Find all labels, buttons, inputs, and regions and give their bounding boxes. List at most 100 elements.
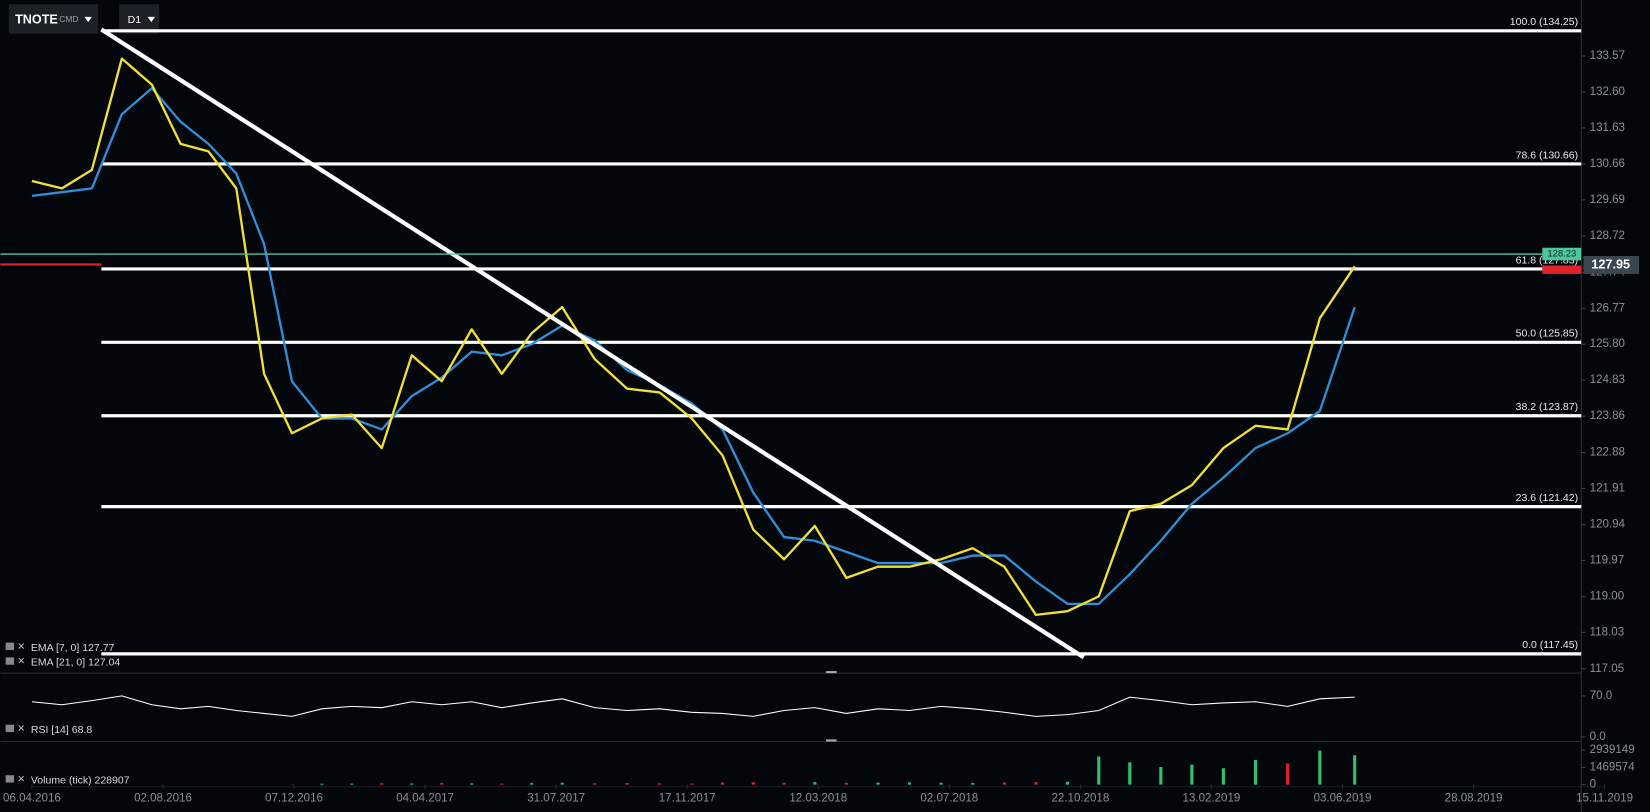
x-tick-label: 17.11.2017 xyxy=(659,792,716,804)
volume-bar xyxy=(876,782,880,785)
y-tick-label: 121.91 xyxy=(1590,483,1625,495)
y-tick-label: 2939149 xyxy=(1590,744,1635,756)
volume-bar xyxy=(500,783,504,785)
price-box xyxy=(1583,256,1640,274)
volume-bar xyxy=(813,782,817,785)
symbol-box[interactable] xyxy=(8,4,99,34)
x-tick-label: 31.07.2017 xyxy=(527,792,585,804)
x-tick-label: 04.04.2017 xyxy=(396,792,454,804)
timeframe[interactable]: D1 xyxy=(128,14,142,26)
volume-bar xyxy=(1002,782,1006,785)
y-tick-label: 70.0 xyxy=(1590,690,1612,702)
price-overlay: 128.23 127.95 xyxy=(0,247,1640,274)
fib-label: 50.0 (125.85) xyxy=(1516,328,1578,340)
ask-label: 128.23 xyxy=(1547,249,1576,260)
legend-close[interactable]: ✕ xyxy=(17,656,25,667)
legend-value: 68.8 xyxy=(72,724,93,736)
fib-label: 78.6 (130.66) xyxy=(1516,149,1578,161)
volume-bar xyxy=(1353,755,1357,785)
legend-icon[interactable] xyxy=(5,657,15,665)
y-tick-label: 133.57 xyxy=(1590,50,1625,62)
y-tick-label: 125.80 xyxy=(1590,338,1625,350)
y-tick-label: 126.77 xyxy=(1590,302,1625,314)
y-tick-label: 130.66 xyxy=(1590,158,1625,170)
y-tick-label: 120.94 xyxy=(1590,518,1626,530)
symbol-selector[interactable]: TNOTE CMD xyxy=(8,4,99,34)
legend-close[interactable]: ✕ xyxy=(17,774,25,785)
volume-bar xyxy=(380,783,384,785)
x-tick-label: 15.11.2019 xyxy=(1576,792,1633,804)
dropdown-arrow[interactable] xyxy=(84,16,92,23)
legend-icon[interactable] xyxy=(5,642,15,651)
fib-label: 0.0 (117.45) xyxy=(1522,639,1578,651)
volume-bar xyxy=(410,783,414,785)
volume-bar xyxy=(1253,759,1258,785)
volume-bar xyxy=(593,783,597,785)
legend-entry: EMA [7, 0] 127.77 xyxy=(31,642,115,654)
y-tick-label: 0 xyxy=(1590,779,1596,791)
y-tick-label: 132.60 xyxy=(1590,86,1625,98)
timeframe-selector[interactable]: D1 xyxy=(119,4,160,34)
y-tick-label: 0.0 xyxy=(1590,731,1606,743)
volume-bar xyxy=(625,783,629,785)
x-tick-label: 07.12.2016 xyxy=(265,792,323,804)
symbol-badge[interactable]: CMD xyxy=(59,14,78,24)
volume-bar xyxy=(320,783,324,785)
legend-entry: EMA [21, 0] 127.04 xyxy=(31,656,120,668)
legend-value: 127.04 xyxy=(88,656,120,668)
legend-name: EMA [21, 0] xyxy=(31,656,85,668)
y-tick-label: 129.69 xyxy=(1590,194,1625,206)
volume-bar xyxy=(560,782,564,785)
volume-bar xyxy=(907,782,912,785)
fib-label: 23.6 (121.42) xyxy=(1516,492,1578,504)
x-tick-label: 13.02.2019 xyxy=(1183,792,1241,804)
legend-icon[interactable] xyxy=(5,724,15,733)
x-tick-label: 02.07.2018 xyxy=(920,792,978,804)
legend-close[interactable]: ✕ xyxy=(17,723,25,734)
volume-bar xyxy=(1318,750,1322,785)
legend-entry: Volume (tick) 228907 xyxy=(31,774,130,786)
y-tick-label: 131.63 xyxy=(1590,122,1625,134)
ema-legend: ✕ EMA [7, 0] 127.77 ✕ EMA [21, 0] 127.04… xyxy=(5,641,130,786)
trend-line xyxy=(100,27,1085,660)
volume-bar xyxy=(470,783,474,785)
dropdown-arrow[interactable] xyxy=(147,16,155,23)
volume-bar xyxy=(1221,768,1225,785)
y-tick-label: 119.00 xyxy=(1590,590,1624,602)
legend-name: Volume (tick) xyxy=(31,774,92,786)
volume-bar xyxy=(1286,763,1290,785)
legend-close[interactable]: ✕ xyxy=(17,641,25,652)
fib-label: 38.2 (123.87) xyxy=(1516,401,1578,413)
legend-icon[interactable] xyxy=(5,775,15,783)
y-tick-label: 124.83 xyxy=(1590,374,1625,386)
volume-bar xyxy=(782,782,786,785)
x-tick-label: 12.03.2018 xyxy=(789,792,847,804)
x-tick-label: 03.06.2019 xyxy=(1314,792,1372,804)
volume-bar xyxy=(1128,762,1132,785)
legend-name: RSI [14] xyxy=(31,724,69,736)
symbol[interactable]: TNOTE xyxy=(15,12,58,26)
y-tick-label: 118.03 xyxy=(1590,626,1624,638)
volume-bar xyxy=(440,782,444,785)
volume-bar xyxy=(1034,782,1038,785)
volume-bar xyxy=(971,783,975,785)
volume-bar xyxy=(1159,767,1163,785)
legend-entry: RSI [14] 68.8 xyxy=(31,724,92,736)
legend-name: EMA [7, 0] xyxy=(31,642,80,654)
y-tick-label: 119.97 xyxy=(1590,554,1624,566)
x-tick-label: 22.10.2018 xyxy=(1051,792,1109,804)
volume-bar xyxy=(844,782,848,785)
volume-bar xyxy=(1190,764,1194,785)
fib-label: 100.0 (134.25) xyxy=(1510,16,1578,28)
x-tick-label: 02.08.2016 xyxy=(134,792,192,804)
y-tick-label: 123.86 xyxy=(1590,410,1625,422)
bid-box xyxy=(1542,265,1582,274)
x-tick-label: 06.04.2016 xyxy=(3,792,61,804)
y-tick-label: 122.88 xyxy=(1590,447,1625,459)
volume-bar xyxy=(530,783,534,785)
volume-bar xyxy=(1065,781,1070,785)
legend-value: 228907 xyxy=(94,774,129,786)
volume-bar xyxy=(939,782,943,785)
